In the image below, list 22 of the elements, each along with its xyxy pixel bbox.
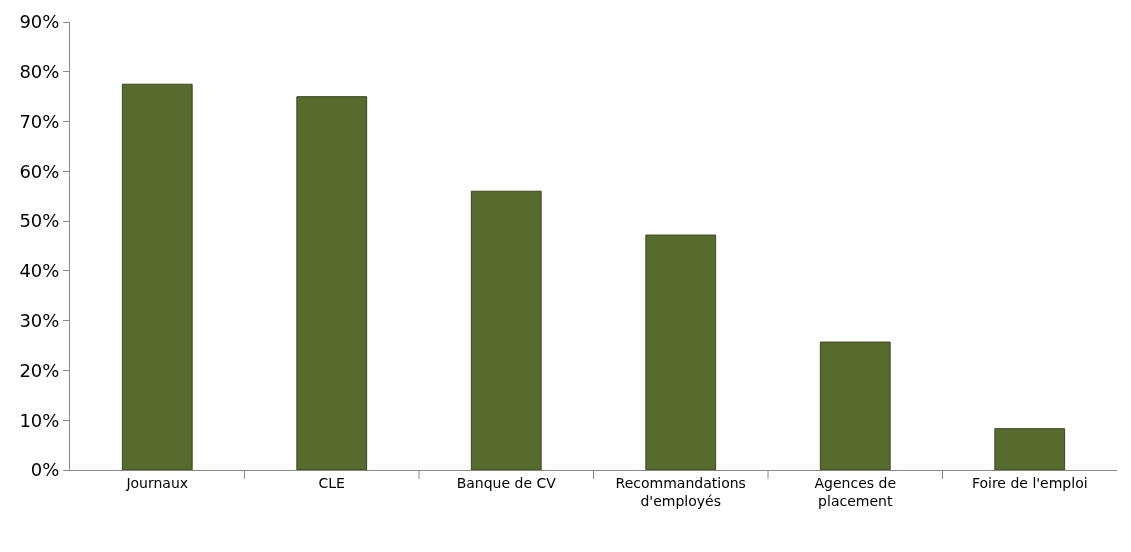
y-tick-label: 70% (19, 110, 60, 132)
x-tick-label: Journaux (125, 474, 189, 491)
y-tick-label: 0% (30, 459, 60, 481)
y-tick-label: 80% (19, 61, 60, 83)
y-tick-label: 60% (19, 160, 60, 182)
y-tick-label: 30% (19, 309, 60, 331)
x-tick-label: Foire de l'emploi (971, 474, 1088, 491)
y-tick-label: 20% (19, 359, 60, 381)
y-tick-label: 50% (19, 210, 60, 232)
x-tick-label: Agences de placement (814, 474, 897, 509)
x-tick-label: Banque de CV (456, 474, 557, 491)
x-tick-label: CLE (318, 474, 345, 491)
bar (121, 83, 193, 470)
bar (994, 428, 1066, 470)
x-tick-label: Recommandations d'employés (615, 474, 746, 509)
bar (819, 341, 891, 470)
y-tick-label: 90% (19, 11, 60, 33)
bar (296, 96, 368, 470)
bar (470, 190, 542, 470)
y-tick-label: 40% (19, 260, 60, 282)
y-tick-label: 10% (19, 409, 60, 431)
bar (645, 234, 717, 470)
